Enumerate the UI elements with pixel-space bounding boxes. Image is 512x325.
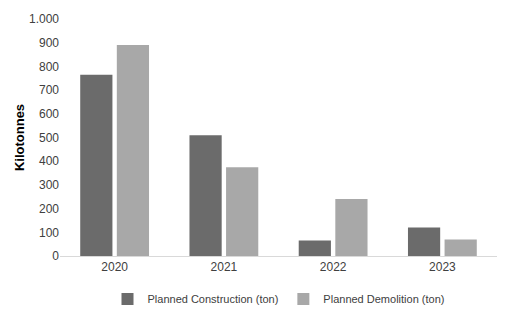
svg-text:800: 800: [39, 60, 59, 74]
svg-text:0: 0: [52, 249, 59, 263]
svg-text:Kilotonnes: Kilotonnes: [12, 104, 27, 171]
svg-text:Planned Construction (ton): Planned Construction (ton): [148, 293, 279, 305]
svg-text:2022: 2022: [320, 260, 347, 274]
svg-text:300: 300: [39, 178, 59, 192]
svg-text:100: 100: [39, 226, 59, 240]
svg-text:2021: 2021: [211, 260, 238, 274]
svg-text:400: 400: [39, 154, 59, 168]
svg-text:500: 500: [39, 131, 59, 145]
svg-text:900: 900: [39, 36, 59, 50]
svg-text:200: 200: [39, 202, 59, 216]
svg-text:2023: 2023: [429, 260, 456, 274]
svg-text:1.000: 1.000: [29, 12, 59, 26]
svg-text:2020: 2020: [101, 260, 128, 274]
svg-text:600: 600: [39, 107, 59, 121]
svg-text:700: 700: [39, 83, 59, 97]
svg-text:Planned Demolition (ton): Planned Demolition (ton): [323, 293, 444, 305]
